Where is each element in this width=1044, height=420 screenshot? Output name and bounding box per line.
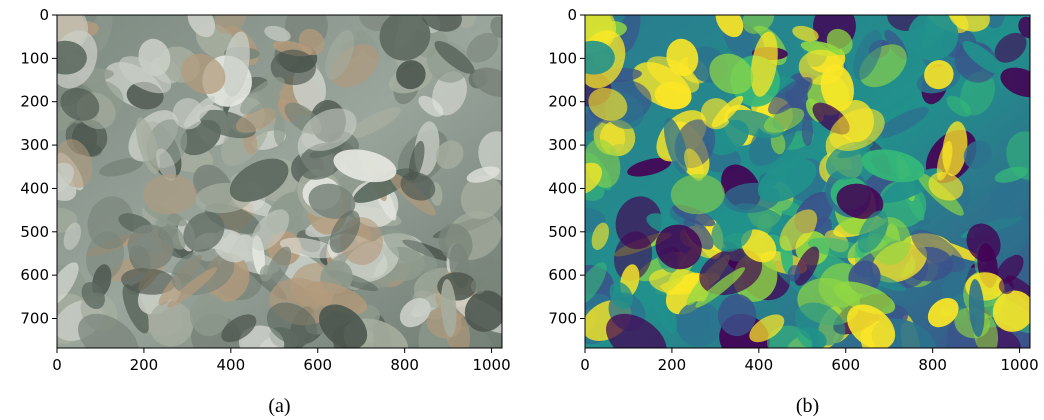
figure: 020040060080010000100200300400500600700(… [0,0,1044,420]
y-tick-label: 200 [548,93,577,111]
y-tick-label: 100 [548,49,577,67]
x-tick-label: 800 [918,356,947,374]
x-tick-label: 600 [303,356,332,374]
y-tick-label: 300 [548,136,577,154]
y-tick-label: 700 [548,310,577,328]
x-tick-label: 1000 [1000,356,1038,374]
x-tick-label: 400 [745,356,774,374]
x-tick-label: 0 [52,356,62,374]
caption: (b) [796,395,819,417]
y-tick-label: 100 [20,49,49,67]
x-tick-label: 200 [658,356,687,374]
image [28,0,527,383]
y-tick-label: 200 [20,93,49,111]
x-tick-label: 1000 [472,356,510,374]
y-tick-label: 600 [548,266,577,284]
x-tick-label: 600 [831,356,860,374]
caption: (a) [268,395,290,417]
x-tick-label: 800 [390,356,419,374]
y-tick-label: 600 [20,266,49,284]
y-tick-label: 300 [20,136,49,154]
y-tick-label: 0 [567,6,577,24]
image [556,0,1044,383]
y-tick-label: 400 [548,179,577,197]
y-tick-label: 0 [39,6,49,24]
x-tick-label: 400 [217,356,246,374]
y-tick-label: 500 [548,223,577,241]
x-tick-label: 200 [130,356,159,374]
y-tick-label: 700 [20,310,49,328]
y-tick-label: 500 [20,223,49,241]
y-tick-label: 400 [20,179,49,197]
x-tick-label: 0 [580,356,590,374]
